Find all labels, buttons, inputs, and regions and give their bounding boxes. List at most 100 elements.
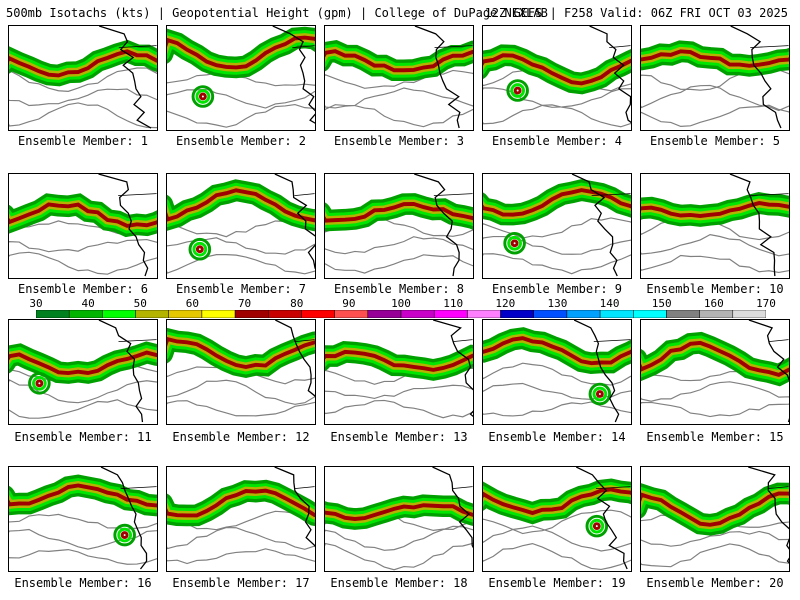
- coastline: [571, 174, 618, 277]
- cutoff-low: [28, 372, 51, 395]
- isotach-band: [483, 188, 631, 217]
- colorbar-swatch: [36, 310, 70, 318]
- border-line: [609, 45, 631, 48]
- ensemble-member-map: [641, 26, 789, 129]
- cutoff-low: [513, 86, 522, 95]
- cutoff-low: [35, 379, 44, 388]
- ensemble-member-panel: [8, 173, 158, 279]
- ensemble-member-map: [9, 26, 157, 129]
- coastline: [275, 320, 315, 397]
- height-contour: [641, 530, 789, 547]
- border-line: [120, 486, 157, 489]
- colorbar-tick-label: 90: [342, 297, 356, 310]
- colorbar-swatch: [102, 310, 136, 318]
- colorbar-swatch: [633, 310, 667, 318]
- ensemble-member-panel: [482, 25, 632, 131]
- isotach-band: [167, 337, 315, 370]
- ensemble-member-label: Ensemble Member: 19: [488, 576, 626, 590]
- ensemble-member-map: [641, 320, 789, 423]
- height-contour: [641, 401, 789, 418]
- ensemble-member-panel: [482, 173, 632, 279]
- colorbar-tick-label: 160: [703, 297, 724, 310]
- border-line: [593, 339, 631, 342]
- ensemble-member-label: Ensemble Member: 2: [175, 134, 307, 148]
- coastline: [432, 467, 473, 549]
- height-contour: [483, 87, 631, 108]
- coastline: [748, 467, 789, 564]
- coastline: [589, 26, 631, 124]
- cutoff-low: [195, 89, 211, 104]
- colorbar-swatch: [666, 310, 700, 318]
- cutoff-low: [595, 390, 604, 398]
- coastline: [748, 320, 789, 423]
- height-contour: [9, 513, 157, 530]
- colorbar-tick-label: 170: [756, 297, 776, 310]
- height-contour: [641, 543, 789, 568]
- coastline: [274, 467, 315, 548]
- ensemble-member-label: Ensemble Member: 8: [333, 282, 465, 296]
- ensemble-member-map: [9, 174, 157, 277]
- height-contour: [641, 254, 789, 274]
- cutoff-low: [510, 239, 519, 248]
- ensemble-member-panel: [640, 173, 790, 279]
- ensemble-member-label: Ensemble Member: 20: [646, 576, 784, 590]
- ensemble-member-label: Ensemble Member: 1: [17, 134, 149, 148]
- ensemble-member-panel: [166, 173, 316, 279]
- cutoff-low: [192, 241, 208, 257]
- ensemble-member-label: Ensemble Member: 12: [172, 430, 310, 444]
- border-line: [434, 45, 473, 48]
- colorbar-swatch: [533, 310, 568, 318]
- isotach-band: [325, 349, 473, 372]
- border-line: [595, 486, 631, 489]
- height-contour: [167, 254, 315, 275]
- ensemble-member-label: Ensemble Member: 11: [14, 430, 152, 444]
- ensemble-member-panel: [640, 466, 790, 572]
- ensemble-member-panel: [8, 319, 158, 425]
- height-contour: [167, 526, 315, 550]
- isotach-band: [9, 202, 157, 228]
- colorbar-tick-label: 50: [133, 297, 147, 310]
- colorbar-swatch: [201, 310, 236, 318]
- border-line: [118, 45, 157, 48]
- colorbar-swatch: [699, 310, 734, 318]
- border-line: [118, 193, 157, 196]
- cutoff-low: [195, 245, 204, 254]
- ensemble-member-map: [9, 320, 157, 423]
- header-right-text: 12Z GEFS | F258 Valid: 06Z FRI OCT 03 20…: [484, 6, 788, 20]
- colorbar-swatch: [400, 310, 435, 318]
- height-contour: [483, 217, 631, 239]
- colorbar-swatch: [566, 310, 601, 318]
- ensemble-member-map: [641, 467, 789, 568]
- ensemble-member-map: [167, 320, 315, 417]
- height-contour: [641, 234, 789, 257]
- cutoff-low: [191, 85, 215, 108]
- ensemble-member-label: Ensemble Member: 9: [491, 282, 623, 296]
- ensemble-member-panel: [640, 25, 790, 131]
- isotach-band: [9, 49, 157, 78]
- isotach-band: [325, 49, 473, 73]
- height-contour: [167, 400, 315, 417]
- isotach-band: [641, 491, 789, 527]
- height-contour: [325, 104, 473, 128]
- height-contour: [483, 543, 631, 571]
- coastline: [414, 26, 461, 129]
- ensemble-member-label: Ensemble Member: 3: [333, 134, 465, 148]
- height-contour: [483, 525, 631, 552]
- border-line: [452, 339, 473, 342]
- colorbar-swatch: [168, 310, 203, 318]
- isotach-band: [483, 487, 631, 516]
- ensemble-member-map: [9, 467, 157, 570]
- border-line: [294, 193, 315, 196]
- colorbar-strip: [36, 310, 766, 318]
- colorbar-swatch: [467, 310, 501, 318]
- colorbar-tick-label: 60: [185, 297, 200, 310]
- cutoff-low: [120, 531, 129, 539]
- cutoff-low: [585, 514, 609, 538]
- height-contour: [9, 238, 157, 253]
- coastline: [98, 174, 149, 277]
- ensemble-member-map: [483, 320, 631, 423]
- ensemble-member-label: Ensemble Member: 7: [175, 282, 307, 296]
- cutoff-low: [510, 83, 526, 98]
- ensemble-member-panel: [166, 319, 316, 425]
- ensemble-member-label: Ensemble Member: 10: [646, 282, 784, 296]
